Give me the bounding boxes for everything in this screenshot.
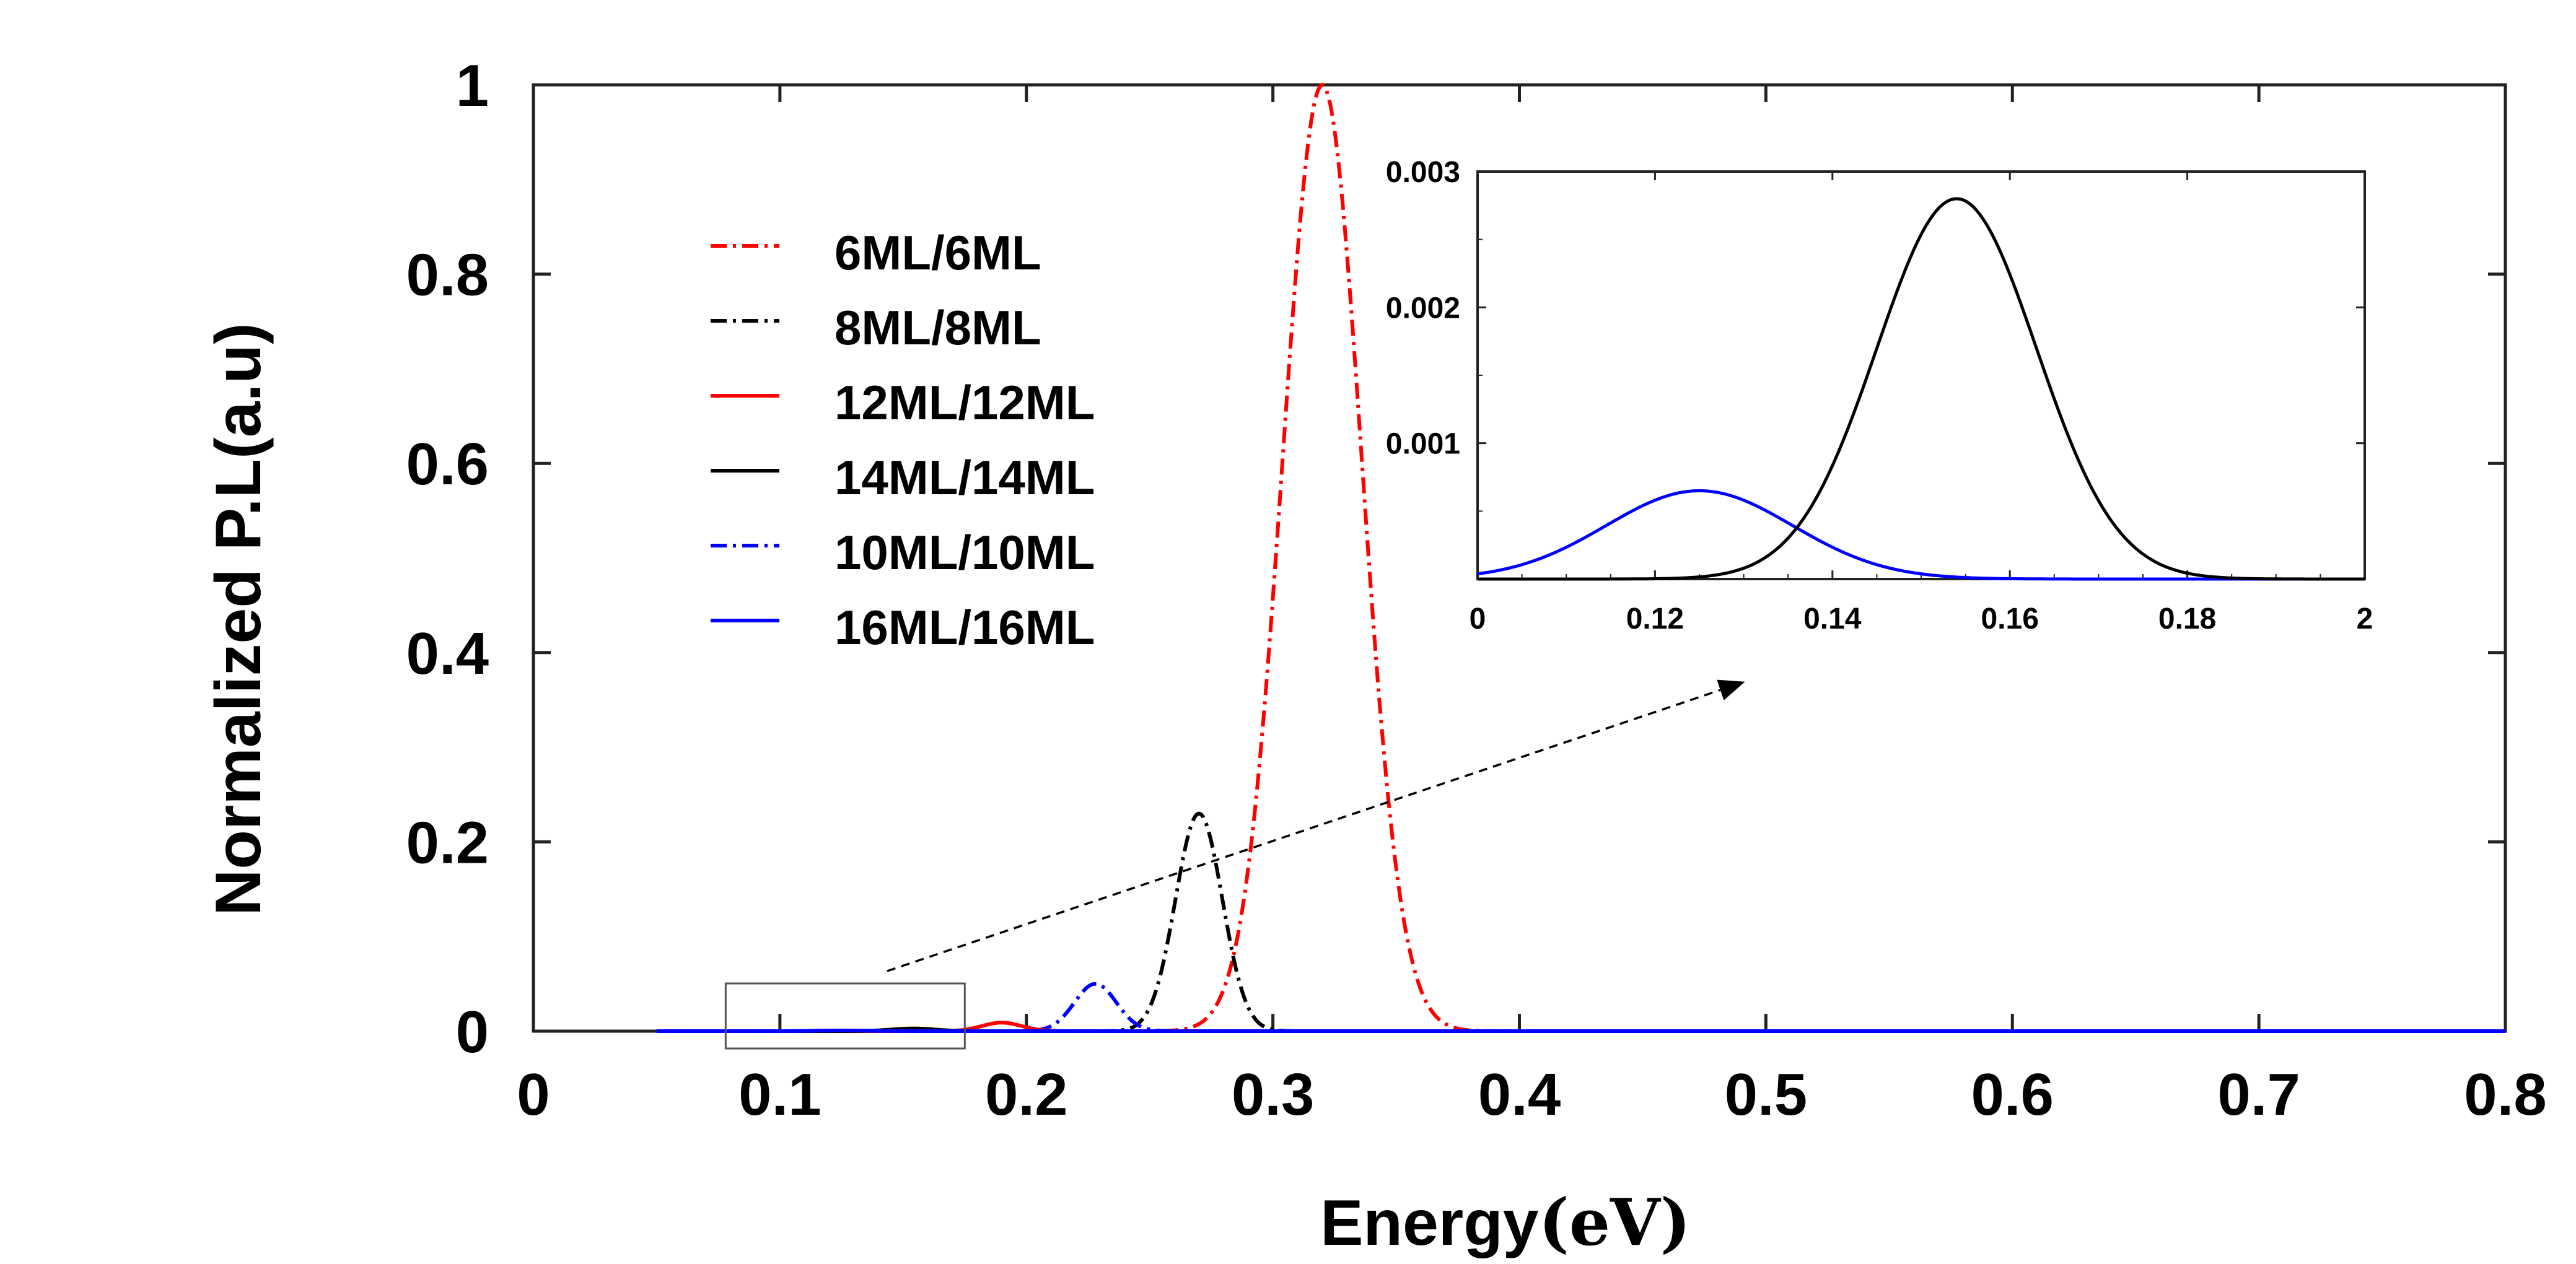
legend-label: 8ML/8ML bbox=[835, 300, 1041, 355]
inset-x-tick-label: 0.14 bbox=[1803, 603, 1862, 635]
x-tick-label: 0.5 bbox=[1725, 1061, 1807, 1128]
x-axis-title-unit: (eV) bbox=[1539, 1184, 1691, 1260]
legend-label: 12ML/12ML bbox=[835, 375, 1095, 430]
inset-series-line-16ML-16ML bbox=[1477, 489, 2365, 581]
main-axis-ticks bbox=[532, 83, 2507, 1033]
legend-label: 14ML/14ML bbox=[835, 450, 1095, 505]
zoom-arrow bbox=[887, 679, 1745, 972]
x-tick-label: 0.4 bbox=[1478, 1061, 1561, 1128]
inset-x-tick-label: 0.18 bbox=[2158, 603, 2216, 635]
inset-x-tick-labels: 0 0.12 0.14 0.16 0.18 2 bbox=[1470, 603, 2373, 635]
inset-y-tick-labels: 0.001 0.002 0.003 bbox=[1386, 156, 1460, 461]
x-tick-label: 0.7 bbox=[2217, 1061, 2300, 1128]
inset-curves bbox=[1477, 197, 2365, 581]
x-axis-title-text: Energy bbox=[1320, 1187, 1539, 1259]
inset-y-tick-label: 0.001 bbox=[1386, 428, 1460, 461]
main-x-tick-labels: 0 0.1 0.2 0.3 0.4 0.5 0.6 0.7 0.8 bbox=[517, 1061, 2546, 1128]
legend-label: 10ML/10ML bbox=[835, 525, 1095, 580]
inset-plot-frame bbox=[1476, 170, 2366, 580]
x-tick-label: 0 bbox=[517, 1061, 550, 1128]
legend: 6ML/6ML 8ML/8ML 12ML/12ML 14ML/14ML 10ML/10M… bbox=[711, 225, 1095, 655]
y-tick-label: 0.8 bbox=[406, 242, 489, 308]
inset-y-tick-label: 0.003 bbox=[1386, 156, 1460, 189]
inset-x-tick-label: 0.12 bbox=[1626, 603, 1684, 635]
inset-series-line-14ML-14ML bbox=[1478, 197, 2365, 581]
x-tick-label: 0.6 bbox=[1971, 1061, 2054, 1128]
y-tick-label: 0 bbox=[456, 999, 489, 1065]
y-tick-label: 0.4 bbox=[406, 621, 489, 687]
inset-x-tick-label: 2 bbox=[2357, 603, 2373, 635]
y-tick-label: 0.6 bbox=[406, 431, 489, 497]
inset-x-tick-label: 0 bbox=[1470, 603, 1486, 635]
inset-y-tick-label: 0.002 bbox=[1386, 292, 1460, 325]
x-tick-label: 0.2 bbox=[985, 1061, 1067, 1128]
inset-x-tick-label: 0.16 bbox=[1981, 603, 2038, 635]
x-tick-label: 0.1 bbox=[738, 1061, 821, 1128]
x-tick-label: 0.8 bbox=[2464, 1061, 2546, 1128]
y-tick-label: 1 bbox=[456, 53, 489, 119]
main-y-tick-labels: 0 0.2 0.4 0.6 0.8 1 bbox=[406, 53, 489, 1065]
legend-label: 6ML/6ML bbox=[835, 225, 1041, 280]
legend-label: 16ML/16ML bbox=[835, 600, 1095, 655]
y-tick-label: 0.2 bbox=[406, 809, 489, 876]
y-axis-title: Normalized P.L(a.u) bbox=[203, 323, 274, 915]
zoom-region-box bbox=[724, 982, 966, 1050]
x-tick-label: 0.3 bbox=[1232, 1061, 1314, 1128]
x-axis-title: Energy(eV) bbox=[1320, 1184, 1691, 1260]
